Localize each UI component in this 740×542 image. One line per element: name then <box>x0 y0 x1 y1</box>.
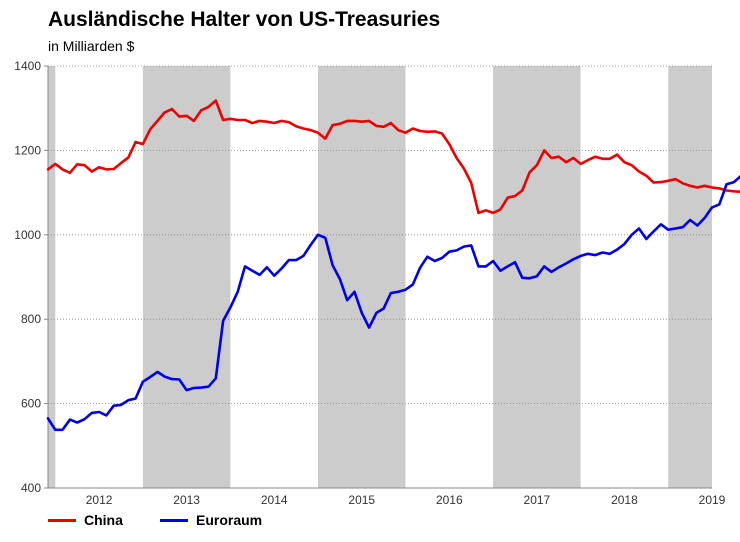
y-tick-label-1200: 1200 <box>14 143 41 157</box>
shaded-band-2011 <box>48 66 56 488</box>
x-tick-label-2019: 2019 <box>699 493 726 507</box>
x-tick-label-2016: 2016 <box>436 493 463 507</box>
y-tick-label-600: 600 <box>21 397 41 411</box>
y-tick-label-1000: 1000 <box>14 228 41 242</box>
legend-swatch-euroraum <box>160 518 188 522</box>
legend-swatch-china <box>48 518 76 522</box>
y-tick-label-800: 800 <box>21 312 41 326</box>
y-tick-label-400: 400 <box>21 481 41 495</box>
x-tick-label-2017: 2017 <box>524 493 551 507</box>
shaded-band-2013 <box>142 66 231 488</box>
series-lines <box>46 99 740 432</box>
chart-title: Ausländische Halter von US-Treasuries <box>48 8 441 31</box>
axes: 400 600 800 1000 1200 1400 2012 2013 2014 2015 201… <box>14 59 725 507</box>
shaded-band-2015 <box>317 66 406 488</box>
x-tick-label-2015: 2015 <box>348 493 375 507</box>
shaded-band-2019 <box>668 66 712 488</box>
x-tick-label-2018: 2018 <box>611 493 638 507</box>
legend-label-china: China <box>84 512 123 528</box>
legend-item-china: China <box>48 512 123 528</box>
x-tick-label-2012: 2012 <box>86 493 113 507</box>
x-tick-label-2014: 2014 <box>261 493 288 507</box>
legend-label-euroraum: Euroraum <box>196 512 263 528</box>
y-tick-label-1400: 1400 <box>14 59 41 73</box>
x-tick-label-2013: 2013 <box>173 493 200 507</box>
shaded-year-bands <box>48 66 712 488</box>
series-line-china <box>46 99 740 215</box>
series-line-euroraum <box>46 175 740 432</box>
legend-item-euroraum: Euroraum <box>160 512 262 528</box>
chart-subtitle: in Milliarden $ <box>48 38 135 54</box>
